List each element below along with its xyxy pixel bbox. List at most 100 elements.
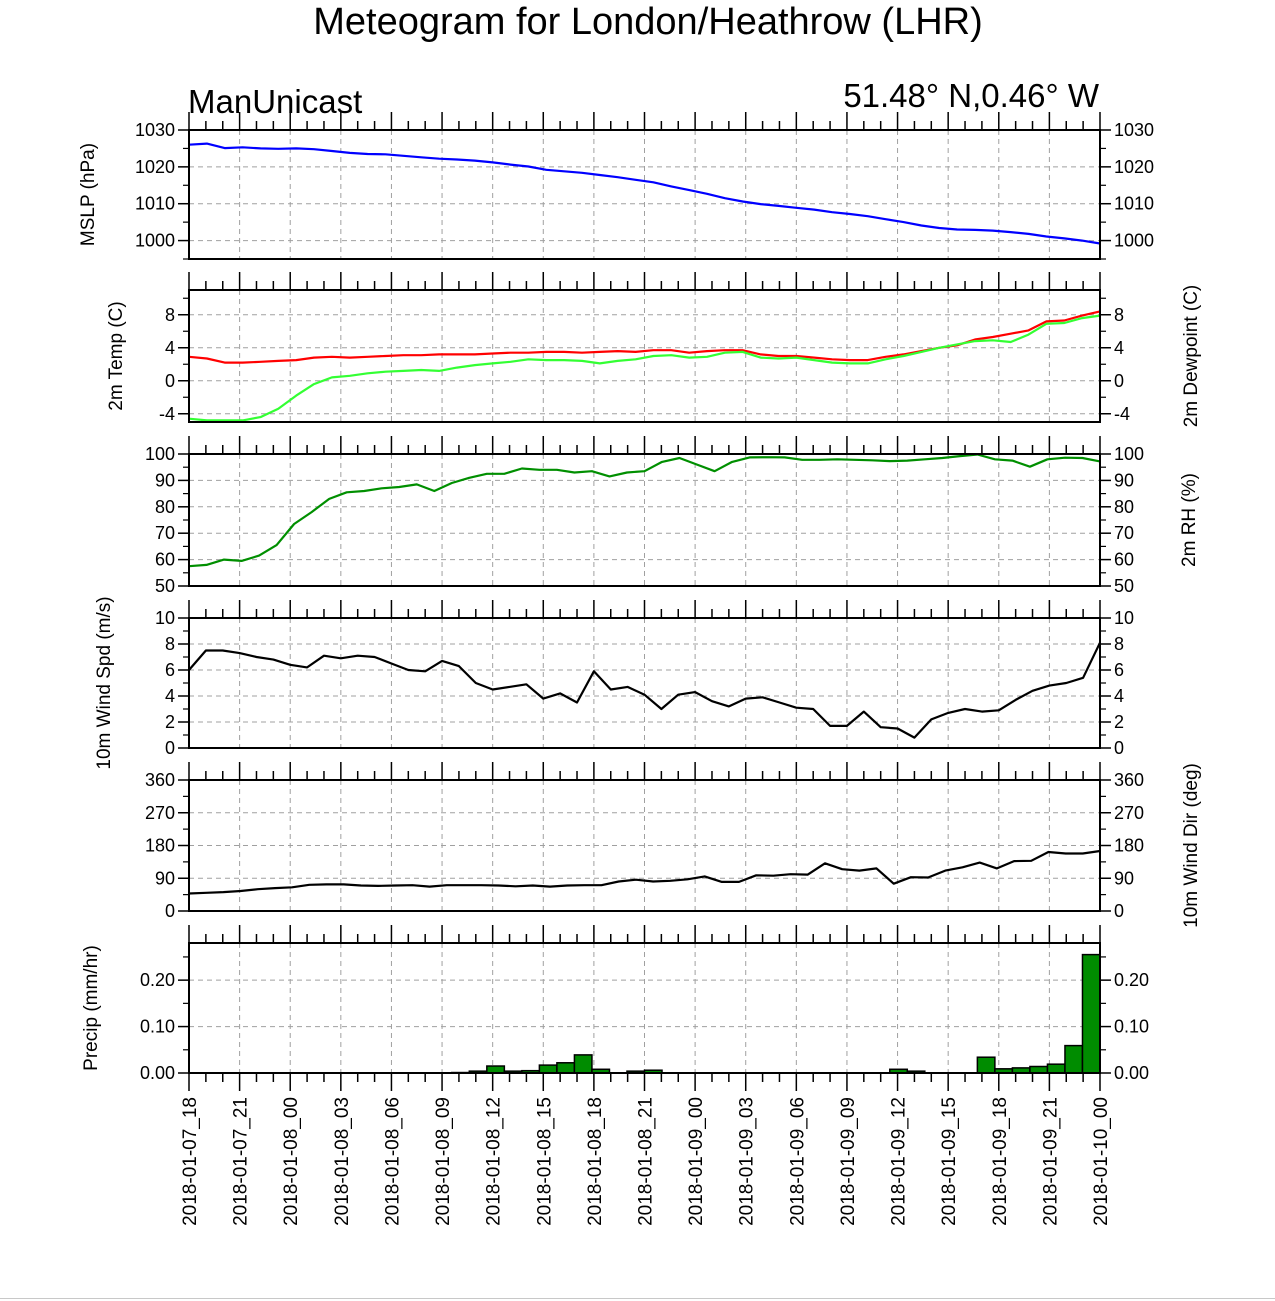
y-tick-label-left: 4 — [165, 686, 175, 706]
x-tick-label: 2018-01-09_15 — [939, 1097, 960, 1226]
y-tick-label-right: 1020 — [1114, 157, 1154, 177]
panel-4: 0 0 2 2 4 4 6 6 8 8 10 10 10m Wind Spd (m/s) — [94, 596, 1134, 769]
y-tick-label-right: 4 — [1114, 686, 1124, 706]
panel-2: -4 -4 0 0 4 4 8 8 2m Temp (C) 2m Dewpoint (C) — [106, 272, 1202, 427]
series-line-1 — [188, 849, 1101, 895]
y-tick-label-right: 270 — [1114, 803, 1144, 823]
x-tick-label: 2018-01-08_15 — [534, 1097, 555, 1226]
y-tick-label-right: -4 — [1114, 404, 1130, 424]
y-tick-label-right: 4 — [1114, 338, 1124, 358]
precip-bar — [1081, 953, 1101, 1074]
x-tick-label: 2018-01-09_21 — [1040, 1097, 1061, 1226]
series-line-2 — [188, 314, 1101, 422]
panel-1: 1000 1000 1010 1010 1020 1020 1030 1030 MSLP (hP… — [78, 112, 1154, 260]
y-tick-label-right: 60 — [1114, 550, 1134, 570]
y-tick-label-right: 70 — [1114, 523, 1134, 543]
y-tick-label-left: 100 — [145, 444, 175, 464]
y-tick-label-left: 6 — [165, 660, 175, 680]
y-tick-label-right: 6 — [1114, 660, 1124, 680]
y-tick-label-left: 4 — [165, 338, 175, 358]
y-axis-label-left: 2m Temp (C) — [106, 301, 127, 410]
panel-5: 0 0 90 90 180 180 270 270 360 360 10m Wind Dir (de… — [145, 762, 1202, 928]
x-tick-label: 2018-01-07_18 — [180, 1097, 201, 1226]
precip-bar — [976, 1056, 996, 1074]
precip-bar — [538, 1064, 558, 1074]
y-tick-label-right: 0 — [1114, 738, 1124, 758]
y-tick-label-right: 8 — [1114, 305, 1124, 325]
x-tick-label: 2018-01-08_12 — [484, 1097, 505, 1226]
y-tick-label-left: 1020 — [135, 157, 175, 177]
x-tick-label: 2018-01-08_18 — [585, 1097, 606, 1226]
y-tick-label-left: 0 — [165, 738, 175, 758]
y-tick-label-left: 360 — [145, 770, 175, 790]
y-tick-label-right: 0.20 — [1114, 970, 1149, 990]
x-tick-label: 2018-01-09_00 — [686, 1097, 707, 1226]
x-tick-label: 2018-01-10_00 — [1091, 1097, 1112, 1226]
x-tick-label: 2018-01-08_03 — [332, 1097, 353, 1226]
x-tick-label: 2018-01-09_12 — [889, 1097, 910, 1226]
y-tick-label-left: 1010 — [135, 194, 175, 214]
y-tick-label-left: 0.20 — [140, 970, 175, 990]
x-tick-label: 2018-01-09_09 — [838, 1097, 859, 1226]
x-tick-label: 2018-01-08_06 — [382, 1097, 403, 1226]
y-tick-label-right: 80 — [1114, 497, 1134, 517]
y-tick-label-left: 90 — [155, 868, 175, 888]
y-tick-label-right: 1010 — [1114, 194, 1154, 214]
y-axis-label-left: Precip (mm/hr) — [81, 945, 102, 1071]
y-tick-label-left: 0 — [165, 901, 175, 921]
bottom-divider — [0, 1298, 1275, 1299]
y-tick-label-right: 2 — [1114, 712, 1124, 732]
precip-bar — [486, 1065, 506, 1074]
y-tick-label-right: 8 — [1114, 634, 1124, 654]
y-tick-label-left: 70 — [155, 523, 175, 543]
y-tick-label-right: 180 — [1114, 836, 1144, 856]
y-axis-label-left: MSLP (hPa) — [78, 143, 99, 246]
chart-title: Meteogram for London/Heathrow (LHR) — [313, 1, 983, 43]
y-tick-label-left: 10 — [155, 608, 175, 628]
x-tick-label: 2018-01-09_03 — [737, 1097, 758, 1226]
y-tick-label-left: 0 — [165, 371, 175, 391]
y-tick-label-right: 90 — [1114, 868, 1134, 888]
y-tick-label-left: 270 — [145, 803, 175, 823]
y-axis-label-right: 2m RH (%) — [1179, 473, 1200, 567]
y-tick-label-right: 1000 — [1114, 231, 1154, 251]
x-tick-label: 2018-01-08_21 — [636, 1097, 657, 1226]
y-axis-label-right: 10m Wind Dir (deg) — [1181, 763, 1202, 928]
y-tick-label-left: 0.00 — [140, 1063, 175, 1083]
panel-6: 0.00 0.00 0.10 0.10 0.20 0.20 Precip (mm/hr) — [81, 925, 1149, 1091]
precip-bar — [1046, 1063, 1066, 1074]
y-tick-label-left: 50 — [155, 576, 175, 596]
model-label: ManUnicast — [188, 83, 362, 120]
y-tick-label-left: 0.10 — [140, 1017, 175, 1037]
x-axis-labels: 2018-01-07_18 2018-01-07_21 2018-01-08_00 2… — [180, 1097, 1112, 1226]
y-axis-label-right: 2m Dewpoint (C) — [1181, 285, 1202, 428]
x-tick-label: 2018-01-09_06 — [787, 1097, 808, 1226]
x-tick-label: 2018-01-09_18 — [990, 1097, 1011, 1226]
x-tick-label: 2018-01-07_21 — [231, 1097, 252, 1226]
y-tick-label-left: 1000 — [135, 231, 175, 251]
y-tick-label-right: 0.00 — [1114, 1063, 1149, 1083]
series-line-1 — [188, 142, 1101, 245]
series-line-1 — [188, 642, 1101, 739]
y-tick-label-right: 50 — [1114, 576, 1134, 596]
precip-bar — [1064, 1044, 1084, 1074]
y-tick-label-left: -4 — [159, 404, 175, 424]
y-tick-label-left: 8 — [165, 634, 175, 654]
y-tick-label-left: 8 — [165, 305, 175, 325]
y-tick-label-right: 1030 — [1114, 120, 1154, 140]
y-tick-label-left: 60 — [155, 550, 175, 570]
location-label: 51.48° N,0.46° W — [843, 77, 1100, 114]
y-tick-label-left: 180 — [145, 836, 175, 856]
panel-3: 50 50 60 60 70 70 80 80 90 90 100 100 2m RH (%) — [145, 436, 1200, 596]
x-tick-label: 2018-01-08_09 — [433, 1097, 454, 1226]
precip-bar — [573, 1054, 593, 1074]
y-tick-label-left: 1030 — [135, 120, 175, 140]
y-tick-label-right: 0 — [1114, 371, 1124, 391]
y-tick-label-right: 0.10 — [1114, 1017, 1149, 1037]
precip-bar — [556, 1062, 576, 1074]
y-tick-label-right: 0 — [1114, 901, 1124, 921]
y-tick-label-right: 360 — [1114, 770, 1144, 790]
y-tick-label-right: 100 — [1114, 444, 1144, 464]
